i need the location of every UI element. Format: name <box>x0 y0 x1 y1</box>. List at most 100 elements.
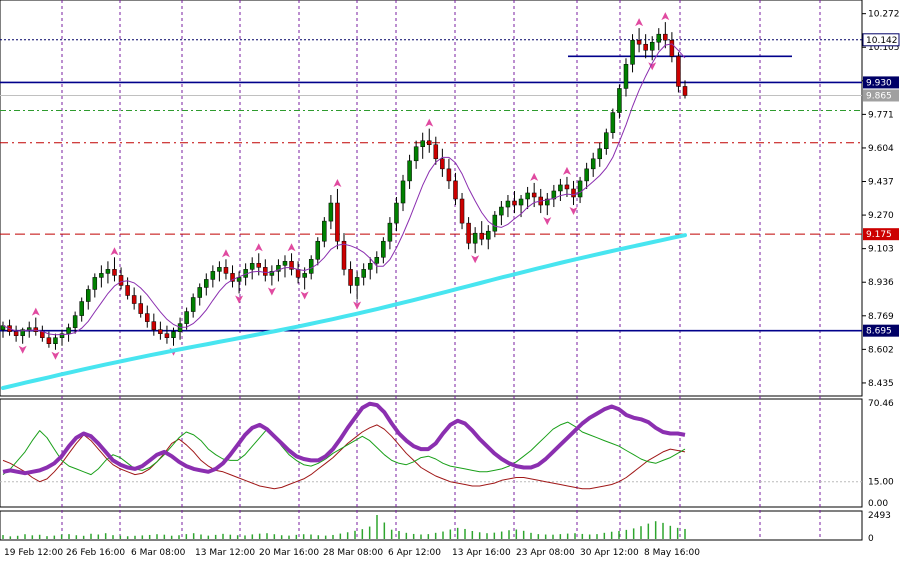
price-label-text: 8.695 <box>866 327 892 337</box>
fractal-up-marker <box>31 307 40 316</box>
candle-body <box>649 41 655 51</box>
candle-body <box>197 287 202 298</box>
candle-body <box>13 331 19 336</box>
candle-body <box>636 39 642 45</box>
fractal-up-marker <box>110 247 119 256</box>
candle-body <box>210 271 216 280</box>
y-axis-tick-label: 9.771 <box>868 110 894 120</box>
price-label-box <box>863 324 899 337</box>
fractal-down-marker <box>569 207 578 216</box>
price-label-box <box>863 76 899 89</box>
candle-body <box>217 267 222 272</box>
candle-body <box>20 329 25 336</box>
y-axis-tick-label: 8.435 <box>868 379 894 389</box>
x-axis-tick-label: 6 Apr 12:00 <box>388 548 441 558</box>
fractal-up-marker <box>254 243 263 252</box>
candle-body <box>407 160 412 182</box>
candle-body <box>459 198 465 224</box>
fractal-up-marker <box>530 172 539 181</box>
fractal-up-marker <box>661 12 670 21</box>
candle-body <box>66 327 71 334</box>
candle-body <box>151 321 157 330</box>
candle-body <box>440 158 445 170</box>
candle-body <box>453 180 458 200</box>
candle-body <box>669 39 675 57</box>
fractal-up-marker <box>287 243 296 252</box>
candle-body <box>289 261 294 270</box>
fractal-down-marker <box>235 295 244 304</box>
candle-body <box>53 337 58 344</box>
candle-body <box>630 39 635 65</box>
candle-body <box>531 192 537 198</box>
candle-body <box>335 202 340 242</box>
candle-body <box>374 257 380 264</box>
volume-panel-frame <box>0 510 863 541</box>
candle-body <box>446 168 452 182</box>
candle-body <box>256 263 261 268</box>
price-label-text: 9.930 <box>866 78 892 88</box>
fractal-down-marker <box>648 62 657 71</box>
candle-body <box>427 140 432 145</box>
plus-di-line <box>2 421 686 476</box>
x-axis-tick-label: 20 Mar 16:00 <box>259 548 319 558</box>
candle-body <box>623 64 629 89</box>
y-axis-tick-label: 8.602 <box>868 345 894 355</box>
candle-body <box>145 313 150 322</box>
candle-body <box>171 331 176 338</box>
candle-body <box>354 277 360 286</box>
candle-body <box>525 192 530 200</box>
fractal-down-marker <box>353 301 362 310</box>
candle-body <box>676 56 681 87</box>
candle-body <box>518 198 524 206</box>
candle-body <box>92 277 98 290</box>
y-axis-tick-label: 10.272 <box>868 10 900 20</box>
candle-body <box>663 33 668 41</box>
short-ma-line <box>2 43 686 336</box>
candle-body <box>413 146 419 162</box>
candle-body <box>682 86 688 96</box>
candle-body <box>33 327 39 332</box>
price-label-box <box>862 33 900 47</box>
x-axis-tick-label: 6 Mar 08:00 <box>131 548 186 558</box>
price-label-box <box>863 228 899 241</box>
fractal-down-marker <box>300 291 309 300</box>
candle-body <box>367 263 373 270</box>
candle-body <box>236 277 242 282</box>
candle-body <box>348 269 353 286</box>
volume-tick-label: 0 <box>868 534 874 544</box>
x-axis-tick-label: 30 Apr 12:00 <box>580 548 639 558</box>
candle-body <box>282 261 288 266</box>
adx-line <box>2 401 686 476</box>
candle-body <box>322 220 327 242</box>
y-axis-tick-label: 10.105 <box>868 43 900 53</box>
candle-body <box>577 180 583 198</box>
candle-body <box>584 168 589 182</box>
candle-body <box>643 43 648 51</box>
y-axis-tick-label: 9.103 <box>868 245 894 255</box>
candle-body <box>295 269 301 278</box>
oscillator-tick-label: 0.00 <box>868 499 888 509</box>
candle-body <box>492 214 498 232</box>
candle-body <box>308 259 314 274</box>
y-axis-tick-label: 8.769 <box>868 312 894 322</box>
candle-body <box>190 297 196 312</box>
candle-body <box>505 200 511 208</box>
candle-body <box>433 144 439 160</box>
candle-body <box>551 190 557 200</box>
candle-body <box>118 275 124 286</box>
oscillator-tick-label: 15.00 <box>868 478 894 488</box>
candle-body <box>184 311 189 324</box>
fractal-up-marker <box>333 178 342 187</box>
candle-body <box>269 271 275 276</box>
x-axis-tick-label: 28 Mar 08:00 <box>323 548 383 558</box>
y-axis-tick-label: 9.270 <box>868 211 894 221</box>
price-label-box <box>863 89 899 102</box>
fractal-down-marker <box>51 351 60 360</box>
y-axis-tick-label: 9.604 <box>868 144 894 154</box>
candle-body <box>564 184 570 190</box>
candle-body <box>263 267 268 276</box>
long-ma-line <box>1 233 687 390</box>
candle-body <box>381 240 386 258</box>
candle-body <box>86 289 91 302</box>
